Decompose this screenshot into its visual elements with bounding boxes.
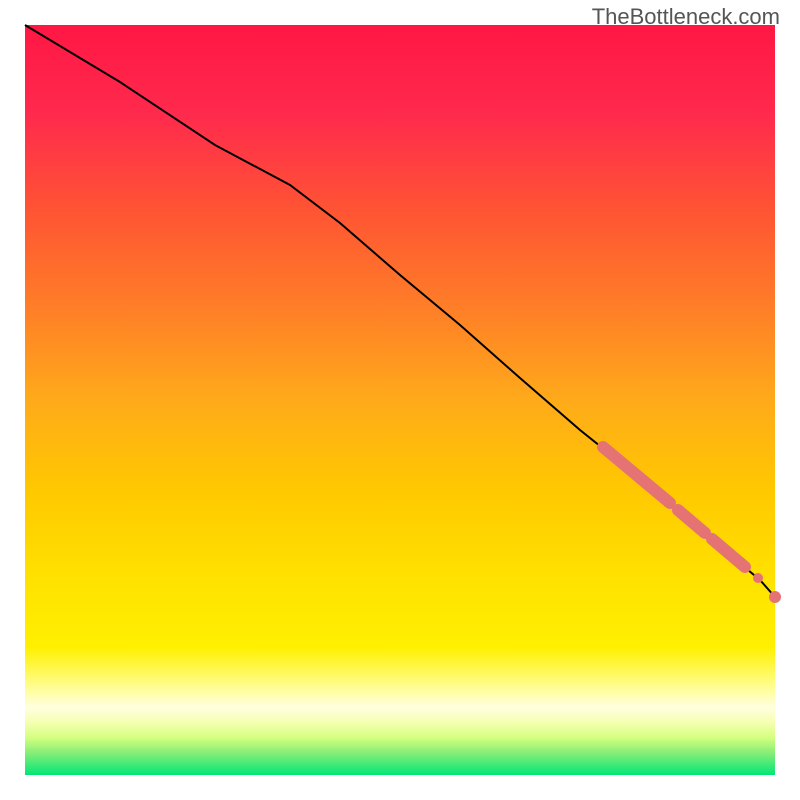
plot-background [25, 25, 775, 775]
attribution-text: TheBottleneck.com [592, 4, 780, 30]
marker-point [769, 591, 781, 603]
chart-svg [0, 0, 800, 800]
chart-container: TheBottleneck.com [0, 0, 800, 800]
marker-point [753, 573, 763, 583]
